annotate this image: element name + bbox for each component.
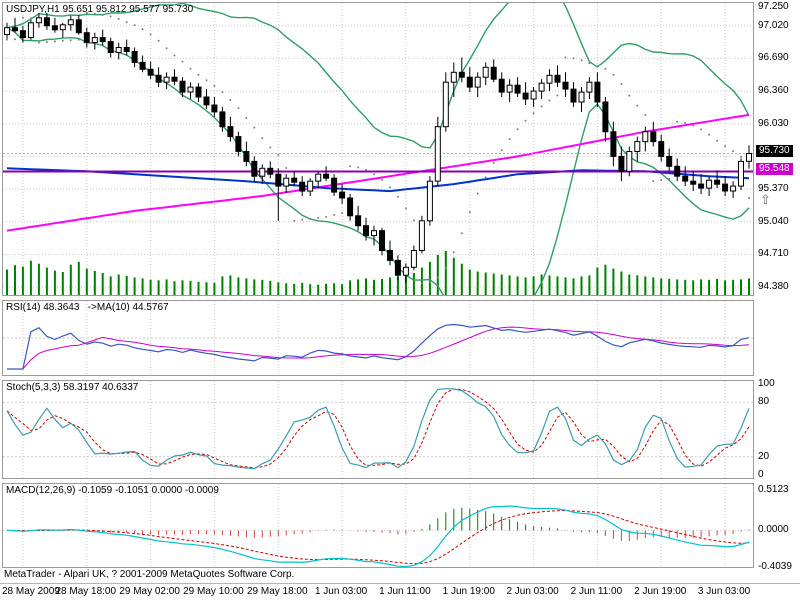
- time-axis-label: 28 May 18:00: [55, 586, 117, 597]
- time-axis-separator: [0, 583, 800, 584]
- price-axis-label: 95.370: [758, 183, 789, 195]
- price-axis-label: 94.710: [758, 248, 789, 260]
- rsi-indicator-panel[interactable]: RSI(14) 48.3643 ->MA(10) 44.5767: [2, 300, 754, 376]
- stochastic-indicator-panel[interactable]: Stoch(5,3,3) 58.3197 40.6337: [2, 380, 754, 479]
- up-arrow-icon: ⇧: [760, 191, 771, 207]
- time-axis-label: 29 May 10:00: [183, 586, 244, 597]
- time-axis[interactable]: 28 May 2009 28 May 18:00 29 May 02:00 29 Ma…: [0, 586, 800, 600]
- price-axis-label: 96.690: [758, 52, 789, 64]
- price-axis-label: 20: [758, 450, 770, 462]
- macd-canvas[interactable]: [3, 484, 753, 567]
- price-axis-label: 0: [758, 469, 764, 480]
- main-chart-canvas[interactable]: [3, 3, 753, 295]
- time-axis-label: 29 May 18:00: [246, 586, 308, 597]
- price-axis-label: 94.380: [758, 281, 789, 293]
- symbol-timeframe-label: USDJPY,H1: [6, 4, 60, 15]
- current-price-badge: 95.730: [756, 145, 793, 158]
- rsi-label: RSI(14) 48.3643 ->MA(10) 44.5767: [6, 302, 169, 313]
- stochastic-canvas[interactable]: [3, 381, 753, 478]
- time-axis-label: 29 May 02:00: [119, 586, 180, 597]
- time-axis-label: 1 Jun 19:00: [442, 586, 495, 597]
- price-axis-label: 0.0000: [758, 524, 789, 536]
- price-axis-label: 95.040: [758, 215, 789, 227]
- ohlc-values-label: 95.651 95.812 95.577 95.730: [62, 4, 194, 15]
- price-axis-label: 80: [758, 396, 770, 408]
- time-axis-label: 2 Jun 11:00: [570, 586, 623, 597]
- main-chart-panel[interactable]: USDJPY,H1 95.651 95.812 95.577 95.730: [2, 2, 754, 296]
- time-axis-label: 3 Jun 03:00: [697, 586, 751, 597]
- price-axis-label: -0.4039: [758, 561, 792, 572]
- time-axis-label: 2 Jun 03:00: [506, 586, 559, 597]
- price-axis-label: 97.020: [758, 19, 789, 31]
- time-axis-label: 1 Jun 03:00: [314, 586, 368, 597]
- price-axis-label: 97.250: [758, 1, 789, 12]
- price-axis-column[interactable]: 97.250 97.020 96.690 96.360 96.030 95.370 95.0…: [756, 0, 800, 600]
- price-axis-label: 100: [758, 378, 775, 389]
- status-bar: MetaTrader - Alpari UK, ? 2001-2009 Meta…: [4, 569, 295, 580]
- macd-indicator-panel[interactable]: MACD(12,26,9) -0.1059 -0.1051 0.0000 -0.…: [2, 483, 754, 568]
- price-axis-label: 0.5123: [758, 484, 789, 495]
- chart-title: USDJPY,H1 95.651 95.812 95.577 95.730: [6, 4, 193, 15]
- time-axis-label: 28 May 2009: [2, 586, 60, 597]
- stochastic-label: Stoch(5,3,3) 58.3197 40.6337: [6, 382, 139, 393]
- rsi-canvas[interactable]: [3, 301, 753, 375]
- price-axis-label: 96.030: [758, 117, 789, 129]
- macd-label: MACD(12,26,9) -0.1059 -0.1051 0.0000 -0.…: [6, 485, 219, 496]
- time-axis-label: 1 Jun 11:00: [379, 586, 431, 597]
- price-axis-label: 96.360: [758, 85, 789, 97]
- hline-price-badge: 95.548: [756, 163, 793, 176]
- time-axis-label: 2 Jun 19:00: [634, 586, 687, 597]
